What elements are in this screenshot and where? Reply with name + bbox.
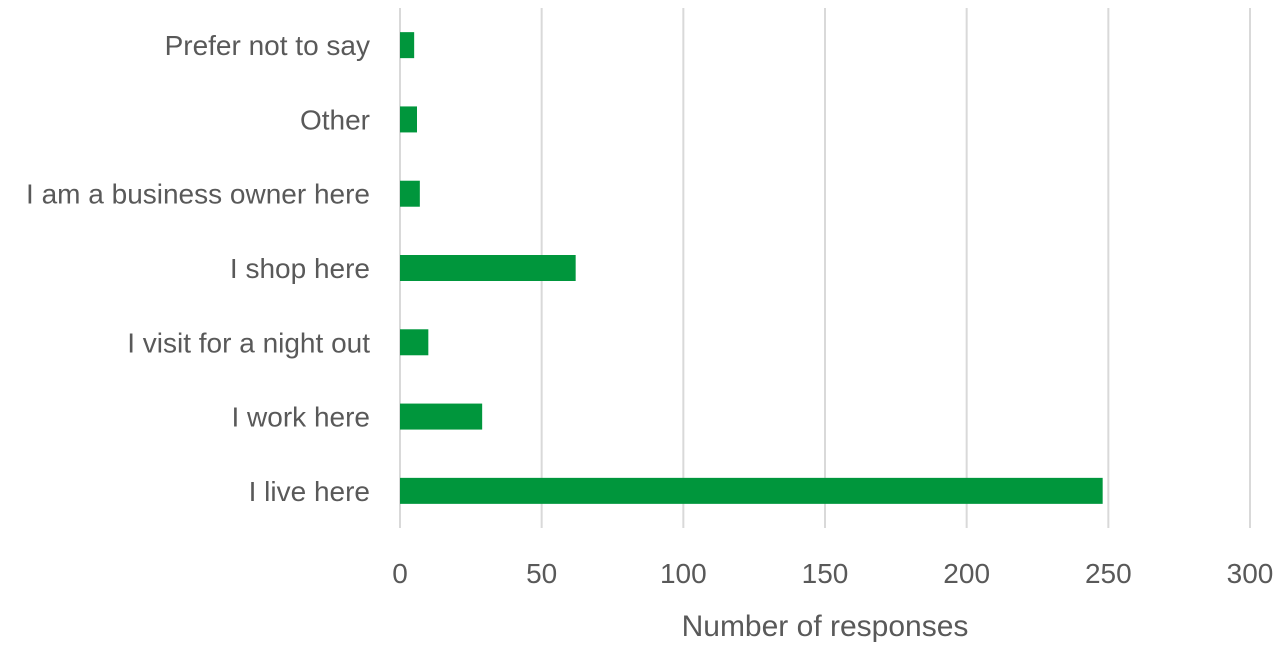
category-label: Other [300,104,370,135]
category-label: I work here [232,402,371,433]
bar-i-shop-here [400,255,576,281]
x-tick-label-250: 250 [1085,558,1132,589]
category-label: I live here [249,476,370,507]
x-tick-labels: 0 50 100 150 200 250 300 [392,558,1273,589]
x-tick-label-150: 150 [802,558,849,589]
bar-prefer-not-to-say [400,32,415,59]
bar-i-work-here [400,403,483,430]
x-tick-label-50: 50 [526,558,557,589]
bar-layer [400,32,1103,504]
category-label: I am a business owner here [26,179,370,210]
category-label: I shop here [230,253,370,284]
bar-i-visit-for-a-night-out [400,329,429,356]
category-label: Prefer not to say [165,30,370,61]
x-tick-label-0: 0 [392,558,408,589]
x-tick-label-100: 100 [660,558,707,589]
x-tick-label-300: 300 [1227,558,1274,589]
category-labels: I live here I work here I visit for a nigh… [26,30,370,507]
bar-i-live-here [400,477,1103,504]
bar-i-am-a-business-owner-here [400,180,420,207]
category-label: I visit for a night out [127,327,370,358]
x-tick-label-200: 200 [943,558,990,589]
bar-other [400,106,417,133]
grid-layer [399,8,1251,528]
x-axis-title: Number of responses [682,610,969,643]
